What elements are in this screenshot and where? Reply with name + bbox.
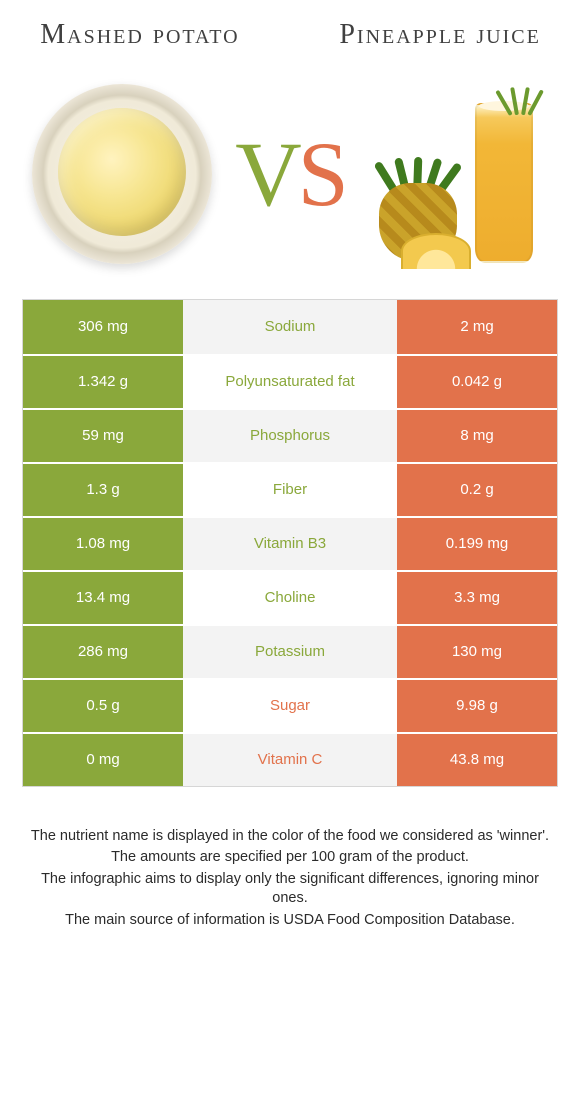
mashed-potato-icon <box>22 79 222 269</box>
vs-s: S <box>298 123 345 225</box>
left-value-cell: 1.3 g <box>23 464 183 516</box>
table-row: 13.4 mgCholine3.3 mg <box>23 570 557 624</box>
right-food-title: Pineapple juice <box>322 20 558 51</box>
footnote-line: The nutrient name is displayed in the co… <box>28 827 552 847</box>
right-value-cell: 2 mg <box>397 300 557 354</box>
left-value-cell: 13.4 mg <box>23 572 183 624</box>
table-row: 1.08 mgVitamin B30.199 mg <box>23 516 557 570</box>
nutrient-name-cell: Phosphorus <box>183 410 397 462</box>
comparison-table: 306 mgSodium2 mg1.342 gPolyunsaturated f… <box>22 299 558 787</box>
titles-row: Mashed potato Pineapple juice <box>22 20 558 51</box>
vs-v: V <box>235 123 297 225</box>
table-row: 1.342 gPolyunsaturated fat0.042 g <box>23 354 557 408</box>
table-row: 59 mgPhosphorus8 mg <box>23 408 557 462</box>
left-value-cell: 0.5 g <box>23 680 183 732</box>
nutrient-name-cell: Potassium <box>183 626 397 678</box>
images-row: VS <box>22 79 558 269</box>
nutrient-name-cell: Vitamin B3 <box>183 518 397 570</box>
nutrient-name-cell: Sugar <box>183 680 397 732</box>
nutrient-name-cell: Polyunsaturated fat <box>183 356 397 408</box>
left-value-cell: 59 mg <box>23 410 183 462</box>
table-row: 306 mgSodium2 mg <box>23 300 557 354</box>
left-value-cell: 286 mg <box>23 626 183 678</box>
right-value-cell: 3.3 mg <box>397 572 557 624</box>
infographic-container: Mashed potato Pineapple juice VS 306 mgS… <box>0 0 580 931</box>
nutrient-name-cell: Fiber <box>183 464 397 516</box>
footnotes: The nutrient name is displayed in the co… <box>22 827 558 931</box>
left-value-cell: 306 mg <box>23 300 183 354</box>
table-row: 0 mgVitamin C43.8 mg <box>23 732 557 786</box>
nutrient-name-cell: Vitamin C <box>183 734 397 786</box>
footnote-line: The amounts are specified per 100 gram o… <box>28 848 552 868</box>
right-value-cell: 8 mg <box>397 410 557 462</box>
table-row: 0.5 gSugar9.98 g <box>23 678 557 732</box>
footnote-line: The infographic aims to display only the… <box>28 870 552 909</box>
nutrient-name-cell: Sodium <box>183 300 397 354</box>
right-value-cell: 43.8 mg <box>397 734 557 786</box>
right-value-cell: 0.2 g <box>397 464 557 516</box>
nutrient-name-cell: Choline <box>183 572 397 624</box>
left-value-cell: 1.342 g <box>23 356 183 408</box>
right-value-cell: 130 mg <box>397 626 557 678</box>
left-value-cell: 1.08 mg <box>23 518 183 570</box>
right-value-cell: 0.042 g <box>397 356 557 408</box>
right-value-cell: 9.98 g <box>397 680 557 732</box>
left-food-title: Mashed potato <box>22 20 258 51</box>
pineapple-juice-icon <box>358 79 558 269</box>
footnote-line: The main source of information is USDA F… <box>28 911 552 931</box>
left-value-cell: 0 mg <box>23 734 183 786</box>
vs-label: VS <box>235 121 345 227</box>
table-row: 286 mgPotassium130 mg <box>23 624 557 678</box>
right-value-cell: 0.199 mg <box>397 518 557 570</box>
table-row: 1.3 gFiber0.2 g <box>23 462 557 516</box>
